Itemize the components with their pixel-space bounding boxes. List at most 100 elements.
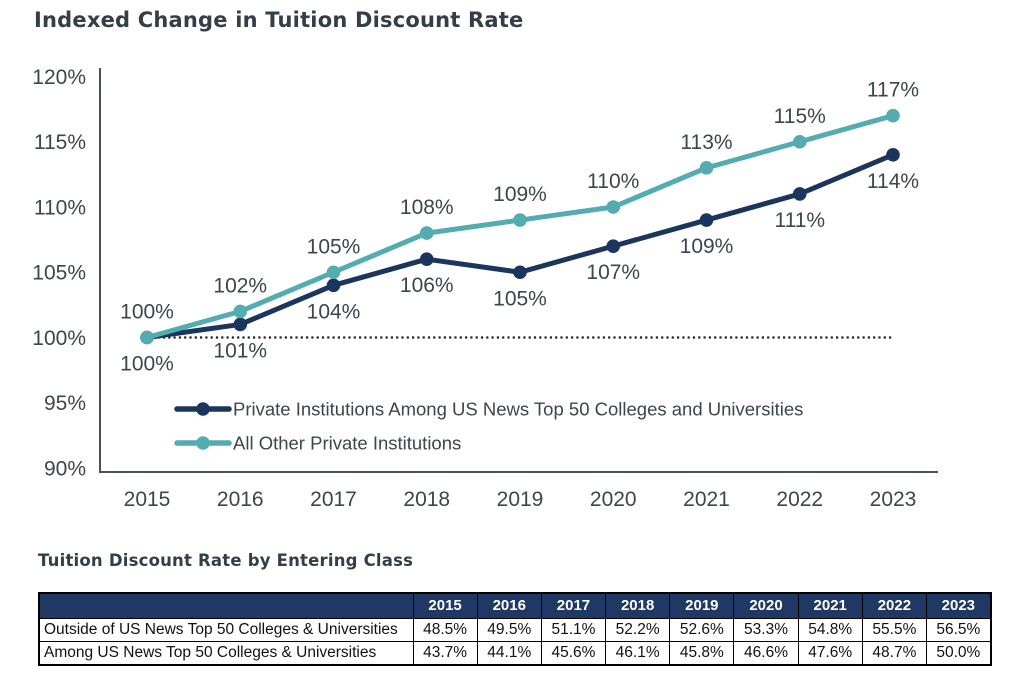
rate-value-cell: 45.8% xyxy=(669,641,735,666)
series-top50: 100% 101% 104% 106% 105% 107% 109% 111% 114% xyxy=(120,148,919,376)
data-point xyxy=(233,317,248,332)
table-header-year: 2020 xyxy=(733,592,799,619)
rate-value-cell: 47.6% xyxy=(797,641,863,666)
data-point xyxy=(326,278,341,293)
x-tick-label: 2017 xyxy=(310,488,357,511)
legend-label: Private Institutions Among US News Top 5… xyxy=(233,398,803,419)
x-tick-label: 2019 xyxy=(497,488,544,511)
table-row: Outside of US News Top 50 Colleges & Uni… xyxy=(38,618,992,642)
data-point xyxy=(699,213,714,227)
x-tick-label: 2016 xyxy=(217,488,264,511)
indexed-change-line-chart: 120%115%110%105%100%95%90%2015 2016 2017 20… xyxy=(32,66,938,511)
data-label: 111% xyxy=(774,209,825,232)
data-label: 109% xyxy=(680,235,734,258)
data-label: 105% xyxy=(307,235,361,258)
x-tick-label: 2018 xyxy=(403,488,450,511)
data-point xyxy=(792,187,807,201)
y-tick-label: 110% xyxy=(34,196,86,219)
table-header-year: 2019 xyxy=(669,592,735,619)
table-header-year: 2018 xyxy=(605,592,671,619)
rate-value-cell: 46.6% xyxy=(733,641,799,666)
x-axis-tick-labels: 2015 2016 2017 2018 2019 2020 2021 2022 2023 xyxy=(124,488,917,511)
data-point xyxy=(606,239,621,253)
data-label: 110% xyxy=(587,170,639,193)
data-label: 108% xyxy=(400,196,454,219)
data-label: 115% xyxy=(774,105,826,128)
data-point xyxy=(419,252,434,266)
table-title: Tuition Discount Rate by Entering Class xyxy=(38,551,414,570)
y-tick-label: 100% xyxy=(32,327,86,350)
table-header-year: 2015 xyxy=(412,592,478,619)
rate-value-cell: 53.3% xyxy=(733,618,799,642)
data-label: 102% xyxy=(213,274,267,297)
data-point xyxy=(792,134,807,149)
table-row: Among US News Top 50 Colleges & Universi… xyxy=(38,641,992,666)
rate-value-cell: 52.6% xyxy=(669,618,735,642)
data-label: 114% xyxy=(867,170,919,193)
data-label: 100% xyxy=(120,301,174,324)
data-label: 117% xyxy=(867,79,919,102)
rate-value-cell: 55.5% xyxy=(861,618,928,642)
data-point xyxy=(513,213,527,227)
data-label: 109% xyxy=(493,183,547,206)
y-tick-label: 105% xyxy=(32,262,86,285)
rate-value-cell: 45.6% xyxy=(540,641,607,666)
series-all-other: 100% 102% 105% 108% 109% 110% 113% 115% 117% xyxy=(120,79,919,345)
rate-value-cell: 52.2% xyxy=(605,618,671,642)
axis-spines xyxy=(99,68,938,473)
rate-value-cell: 56.5% xyxy=(925,618,992,642)
data-point xyxy=(886,108,900,123)
legend-dot-marker xyxy=(196,402,210,416)
data-point xyxy=(419,226,434,240)
data-point xyxy=(326,265,341,280)
rate-value-cell: 51.1% xyxy=(540,618,607,642)
y-axis-tick-labels: 120% 115% 110% 105% 100% 95% 90% xyxy=(32,66,86,481)
tuition-discount-table: 2015 2016 2017 2018 2019 2020 2021 2022 2023 Outs… xyxy=(38,592,992,666)
data-point xyxy=(233,304,248,319)
y-tick-label: 90% xyxy=(44,457,86,480)
data-label: 113% xyxy=(680,131,732,154)
x-tick-label: 2022 xyxy=(776,488,823,511)
row-label: Outside of US News Top 50 Colleges & Uni… xyxy=(38,618,414,642)
data-label: 106% xyxy=(400,274,454,297)
data-point xyxy=(699,161,714,175)
rate-value-cell: 50.0% xyxy=(925,641,992,666)
data-label: 105% xyxy=(493,287,547,310)
data-label: 104% xyxy=(307,300,361,323)
legend-item: All Other Private Institutions xyxy=(174,432,461,453)
table-header-year: 2023 xyxy=(925,592,992,619)
data-label: 101% xyxy=(213,339,267,362)
x-tick-label: 2020 xyxy=(590,488,637,511)
table-header-blank xyxy=(38,592,414,619)
legend-dot-marker xyxy=(196,436,210,450)
legend-item: Private Institutions Among US News Top 5… xyxy=(174,398,803,419)
x-tick-label: 2021 xyxy=(683,488,730,511)
y-tick-label: 95% xyxy=(44,392,86,415)
rate-value-cell: 43.7% xyxy=(412,641,478,666)
x-tick-label: 2023 xyxy=(870,488,917,511)
chart-title: Indexed Change in Tuition Discount Rate xyxy=(34,8,524,32)
table-header-year: 2021 xyxy=(797,592,863,619)
table-header-year: 2022 xyxy=(861,592,928,619)
rate-value-cell: 48.5% xyxy=(412,618,478,642)
legend: Private Institutions Among US News Top 5… xyxy=(174,398,803,453)
table-header-row: 2015 2016 2017 2018 2019 2020 2021 2022 2023 xyxy=(38,592,992,619)
rate-value-cell: 48.7% xyxy=(861,641,928,666)
table-header-year: 2016 xyxy=(476,592,542,619)
rate-value-cell: 46.1% xyxy=(605,641,671,666)
y-tick-label: 115% xyxy=(34,131,86,154)
table-header-year: 2017 xyxy=(540,592,607,619)
data-label: 100% xyxy=(120,353,174,376)
data-label: 107% xyxy=(586,261,640,284)
rate-value-cell: 54.8% xyxy=(797,618,863,642)
x-tick-label: 2015 xyxy=(124,488,171,511)
legend-label: All Other Private Institutions xyxy=(233,432,461,453)
y-tick-label: 120% xyxy=(32,66,86,89)
rate-value-cell: 44.1% xyxy=(476,641,542,666)
data-point xyxy=(886,148,900,162)
data-point xyxy=(140,330,154,345)
row-label: Among US News Top 50 Colleges & Universi… xyxy=(38,641,414,666)
data-point xyxy=(606,200,621,214)
data-point xyxy=(513,265,527,280)
